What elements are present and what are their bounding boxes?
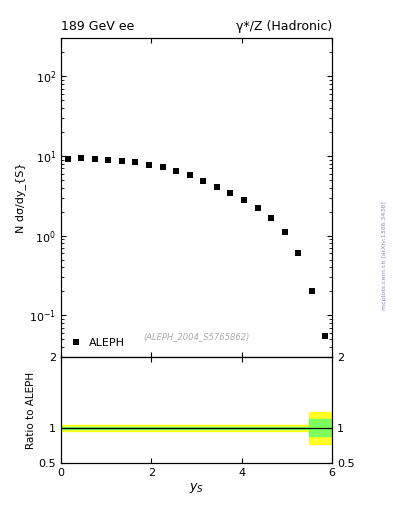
- ALEPH: [255, 205, 260, 211]
- Y-axis label: Ratio to ALEPH: Ratio to ALEPH: [26, 372, 36, 449]
- X-axis label: $y_S$: $y_S$: [189, 481, 204, 495]
- Line: ALEPH: ALEPH: [64, 155, 329, 339]
- ALEPH: [282, 229, 287, 236]
- Bar: [61, 426, 310, 429]
- ALEPH: [174, 168, 178, 174]
- Bar: [310, 419, 332, 436]
- Bar: [310, 412, 332, 443]
- ALEPH: [133, 159, 138, 165]
- ALEPH: [65, 156, 70, 162]
- Text: mcplots.cern.ch [arXiv:1306.3436]: mcplots.cern.ch [arXiv:1306.3436]: [382, 202, 387, 310]
- Y-axis label: N dσ/dy_{S}: N dσ/dy_{S}: [15, 162, 26, 233]
- ALEPH: [79, 155, 84, 161]
- Text: γ*/Z (Hadronic): γ*/Z (Hadronic): [236, 20, 332, 33]
- ALEPH: [323, 333, 328, 339]
- ALEPH: [215, 184, 219, 190]
- ALEPH: [228, 190, 233, 197]
- ALEPH: [309, 288, 314, 294]
- ALEPH: [160, 164, 165, 170]
- Text: (ALEPH_2004_S5765862): (ALEPH_2004_S5765862): [143, 332, 250, 341]
- ALEPH: [147, 162, 151, 168]
- ALEPH: [269, 216, 274, 222]
- ALEPH: [92, 156, 97, 162]
- ALEPH: [187, 172, 192, 178]
- ALEPH: [119, 158, 124, 164]
- Bar: [61, 425, 310, 431]
- ALEPH: [106, 157, 111, 163]
- Text: 189 GeV ee: 189 GeV ee: [61, 20, 134, 33]
- ALEPH: [201, 178, 206, 184]
- ALEPH: [242, 197, 246, 203]
- ALEPH: [296, 250, 301, 257]
- Legend: ALEPH: ALEPH: [66, 335, 128, 352]
